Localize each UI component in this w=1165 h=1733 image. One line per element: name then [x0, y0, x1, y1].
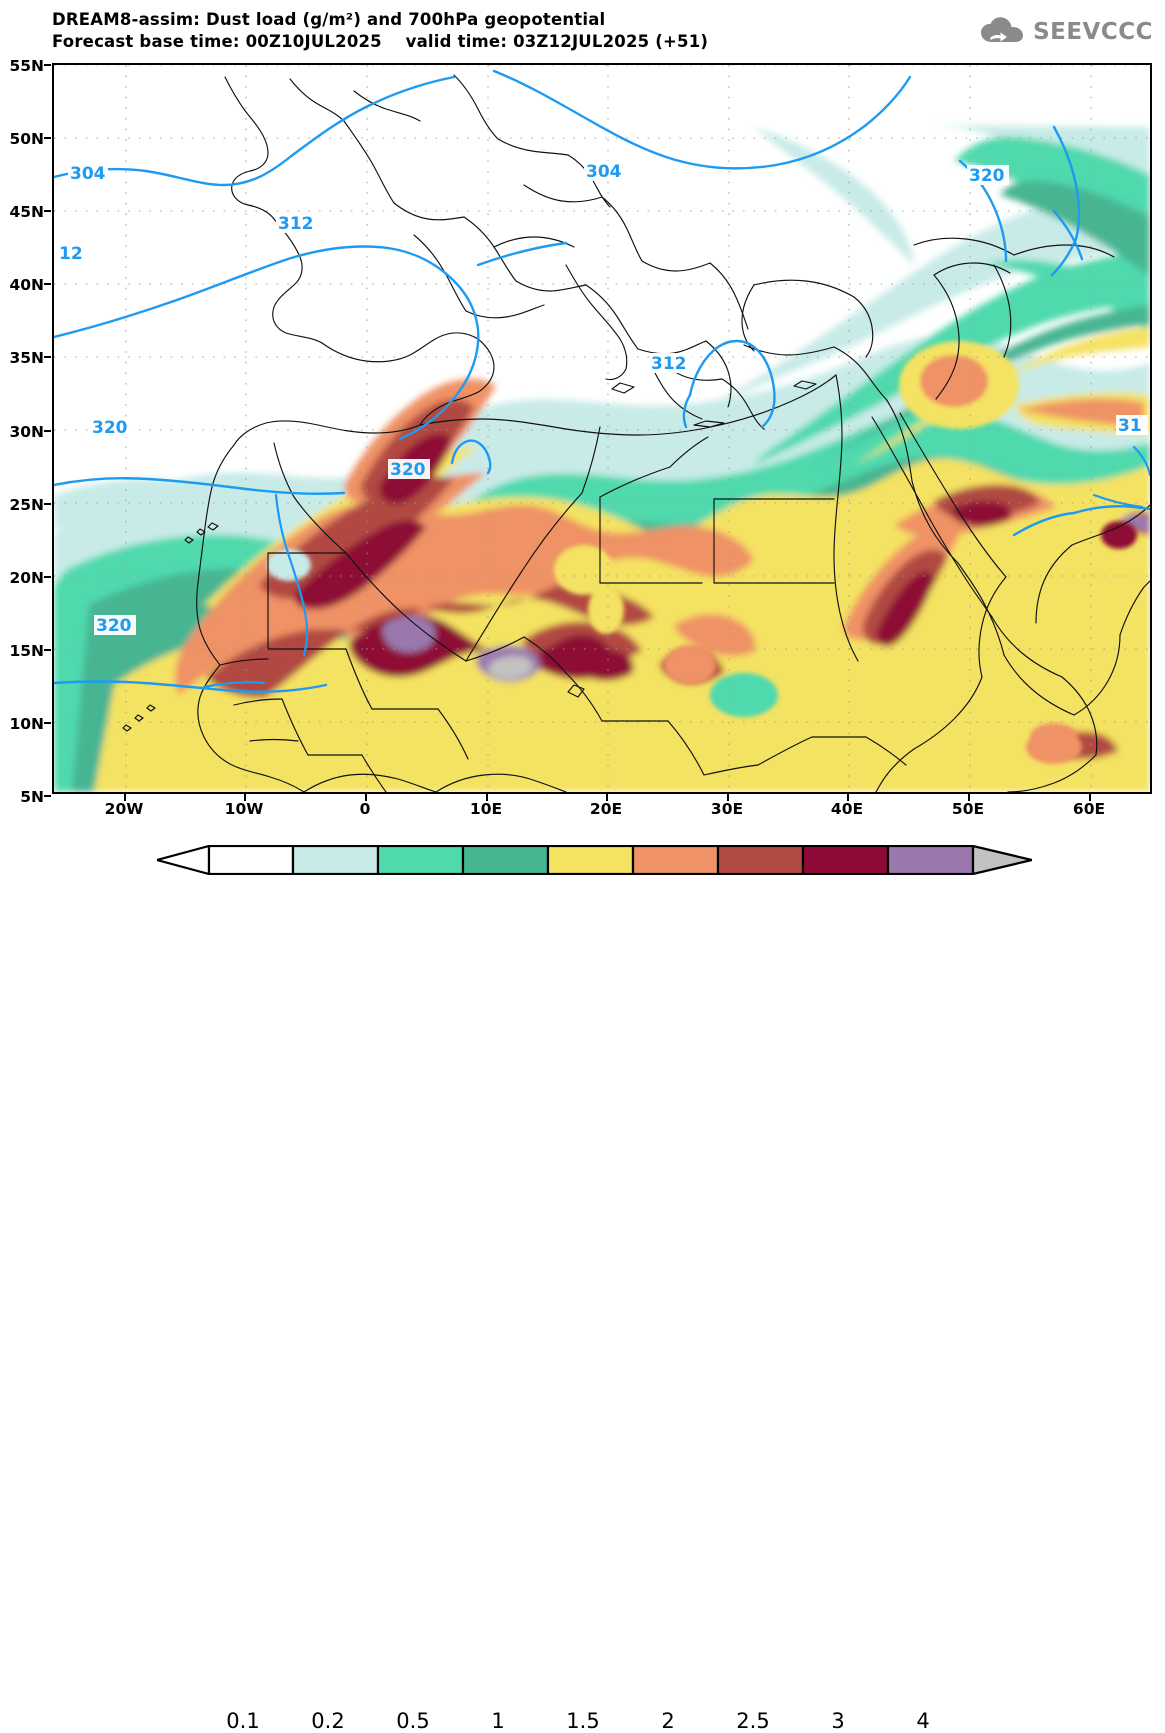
- contour-label: 320: [969, 166, 1005, 186]
- x-tick-mark: [606, 794, 608, 801]
- colorbar-tick-label: 1: [491, 1709, 505, 1733]
- colorbar-tick-label: 1.5: [566, 1709, 600, 1733]
- colorbar-bin-7: [801, 845, 890, 875]
- colorbar-bin-0: [207, 845, 295, 875]
- y-tick-label: 30N: [9, 423, 44, 441]
- colorbar-tick-label: 0.1: [226, 1709, 260, 1733]
- x-tick-mark: [727, 794, 729, 801]
- y-tick-label: 55N: [9, 57, 44, 75]
- contour-label: 304: [70, 164, 106, 184]
- colorbar-tick-label: 0.5: [396, 1709, 430, 1733]
- geopotential-contours: [54, 69, 1150, 693]
- y-tick-label: 50N: [9, 130, 44, 148]
- chart-subtitle: Forecast base time: 00Z10JUL2025 valid t…: [52, 32, 709, 51]
- y-tick-label: 40N: [9, 276, 44, 294]
- colorbar-tick-label: 3: [831, 1709, 845, 1733]
- y-tick-mark: [44, 283, 51, 285]
- y-tick-mark: [44, 722, 51, 724]
- x-tick-label: 20W: [104, 800, 144, 818]
- y-tick-mark: [44, 430, 51, 432]
- chart-title: DREAM8-assim: Dust load (g/m²) and 700hP…: [52, 10, 606, 29]
- colorbar-bin-6: [716, 845, 805, 875]
- x-tick-mark: [124, 794, 126, 801]
- x-tick-mark: [1089, 794, 1091, 801]
- contour-label: 320: [92, 418, 128, 438]
- colorbar-over-arrow: [971, 845, 1032, 875]
- contour-label: 304: [586, 162, 622, 182]
- y-tick-mark: [44, 649, 51, 651]
- y-tick-label: 45N: [9, 203, 44, 221]
- y-tick-label: 5N: [20, 788, 44, 806]
- x-tick-mark: [365, 794, 367, 801]
- contour-label: 320: [96, 616, 132, 636]
- x-tick-mark: [486, 794, 488, 801]
- logo-text: SEEVCCC: [1033, 19, 1153, 45]
- y-tick-label: 15N: [9, 642, 44, 660]
- cloud-icon: [981, 17, 1024, 42]
- colorbar-bin-2: [376, 845, 465, 875]
- colorbar[interactable]: [157, 845, 1032, 875]
- y-tick-mark: [44, 137, 51, 139]
- y-tick-label: 25N: [9, 496, 44, 514]
- contour-label: 312: [278, 214, 314, 234]
- contour-label: 320: [390, 460, 426, 480]
- contour-label: 312: [651, 354, 687, 374]
- y-tick-mark: [44, 64, 51, 66]
- x-tick-label: 20E: [589, 800, 623, 818]
- y-tick-label: 20N: [9, 569, 44, 587]
- coastlines-and-borders: [122, 74, 1150, 792]
- contour-label-group: 304 12 312 304 320 320 320 312: [58, 161, 1148, 636]
- colorbar-tick-label: 2: [661, 1709, 675, 1733]
- y-tick-mark: [44, 795, 51, 797]
- map-canvas: 304 12 312 304 320 320 320 312: [54, 65, 1150, 792]
- x-tick-label: 10E: [469, 800, 503, 818]
- chart-header: DREAM8-assim: Dust load (g/m²) and 700hP…: [0, 0, 1165, 58]
- y-tick-mark: [44, 210, 51, 212]
- dust-load-small-features: [267, 341, 1142, 764]
- y-tick-mark: [44, 356, 51, 358]
- x-tick-label: 10W: [224, 800, 264, 818]
- x-tick-label: 40E: [830, 800, 864, 818]
- y-tick-label: 10N: [9, 715, 44, 733]
- x-tick-mark: [244, 794, 246, 801]
- colorbar-bin-1: [291, 845, 380, 875]
- x-tick-label: 60E: [1072, 800, 1106, 818]
- x-tick-label: 0: [359, 800, 371, 818]
- y-tick-label: 35N: [9, 349, 44, 367]
- colorbar-tick-label: 4: [916, 1709, 930, 1733]
- colorbar-bin-5: [631, 845, 720, 875]
- x-tick-label: 50E: [951, 800, 985, 818]
- colorbar-bin-8: [886, 845, 975, 875]
- colorbar-bin-3: [461, 845, 550, 875]
- contour-label: 12: [59, 244, 83, 264]
- map-plot-area[interactable]: 304 12 312 304 320 320 320 312: [52, 63, 1152, 794]
- contour-label: 31: [1118, 416, 1142, 436]
- x-tick-label: 30E: [710, 800, 744, 818]
- y-tick-mark: [44, 576, 51, 578]
- x-tick-mark: [847, 794, 849, 801]
- colorbar-tick-label: 2.5: [736, 1709, 770, 1733]
- colorbar-tick-label: 0.2: [311, 1709, 345, 1733]
- x-tick-mark: [968, 794, 970, 801]
- seevccc-logo: SEEVCCC: [980, 14, 1153, 50]
- colorbar-bin-4: [546, 845, 635, 875]
- y-tick-mark: [44, 503, 51, 505]
- colorbar-area: 0.1 0.2 0.5 1 1.5 2 2.5 3 4: [0, 840, 1165, 1733]
- colorbar-under-arrow: [157, 845, 211, 875]
